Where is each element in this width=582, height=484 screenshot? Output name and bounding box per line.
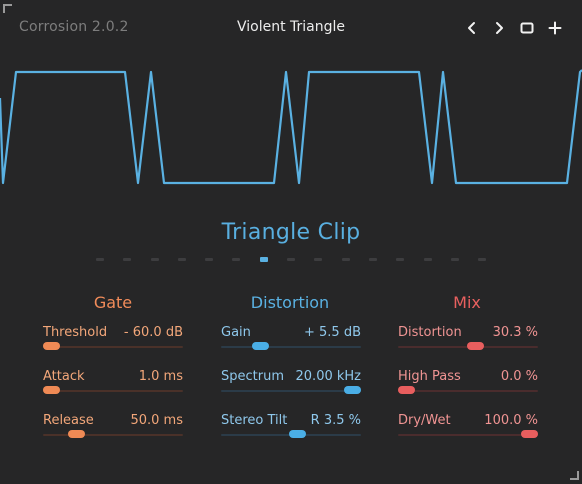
slider-track[interactable]: [398, 390, 538, 392]
param-label: Threshold: [43, 325, 108, 340]
slider-track[interactable]: [221, 346, 361, 348]
page-dot[interactable]: [369, 258, 377, 261]
gate-release-slider[interactable]: Release 50.0 ms: [43, 413, 183, 453]
waveform-line: [0, 69, 582, 185]
slider-track[interactable]: [43, 434, 183, 436]
square-icon: [520, 22, 534, 34]
distortion-section-title: Distortion: [250, 293, 330, 312]
window-button[interactable]: [516, 16, 538, 40]
param-label: Dry/Wet: [398, 413, 451, 428]
slider-thumb[interactable]: [344, 386, 361, 394]
page-dot[interactable]: [424, 258, 432, 261]
param-value: R 3.5 %: [310, 413, 361, 428]
waveform-scope: [0, 69, 582, 185]
chevron-right-icon: [496, 22, 503, 34]
app-version: Corrosion 2.0.2: [19, 19, 129, 35]
param-value: 0.0 %: [500, 369, 538, 384]
page-dot[interactable]: [342, 258, 350, 261]
distortion-spectrum-slider[interactable]: Spectrum 20.00 kHz: [221, 369, 361, 409]
param-label: Distortion: [398, 325, 462, 340]
slider-thumb[interactable]: [43, 386, 60, 394]
page-dot[interactable]: [451, 258, 459, 261]
page-dot[interactable]: [478, 258, 486, 261]
slider-track[interactable]: [43, 390, 183, 392]
distortion-stereo-tilt-slider[interactable]: Stereo Tilt R 3.5 %: [221, 413, 361, 453]
add-preset-button[interactable]: [544, 16, 566, 40]
param-label: Release: [43, 413, 94, 428]
slider-track[interactable]: [43, 346, 183, 348]
param-label: High Pass: [398, 369, 461, 384]
slider-thumb[interactable]: [289, 430, 306, 438]
mix-section-title: Mix: [453, 293, 481, 312]
distortion-gain-slider[interactable]: Gain + 5.5 dB: [221, 325, 361, 365]
slider-track[interactable]: [221, 390, 361, 392]
param-value: 1.0 ms: [138, 369, 183, 384]
param-label: Gain: [221, 325, 251, 340]
slider-thumb[interactable]: [68, 430, 85, 438]
page-dot[interactable]: [96, 258, 104, 261]
gate-attack-slider[interactable]: Attack 1.0 ms: [43, 369, 183, 409]
param-label: Stereo Tilt: [221, 413, 288, 428]
slider-track[interactable]: [398, 434, 538, 436]
param-value: 50.0 ms: [130, 413, 183, 428]
mode-page-indicator: [0, 256, 582, 264]
slider-thumb[interactable]: [521, 430, 538, 438]
prev-preset-button[interactable]: [461, 16, 483, 40]
page-dot-active[interactable]: [260, 257, 268, 262]
slider-thumb[interactable]: [43, 342, 60, 350]
preset-name[interactable]: Violent Triangle: [236, 19, 346, 35]
page-dot[interactable]: [232, 258, 240, 261]
mix-distortion-slider[interactable]: Distortion 30.3 %: [398, 325, 538, 365]
param-value: 100.0 %: [484, 413, 538, 428]
slider-thumb[interactable]: [467, 342, 484, 350]
param-label: Attack: [43, 369, 85, 384]
gate-threshold-slider[interactable]: Threshold - 60.0 dB: [43, 325, 183, 365]
resize-corner-top-left-icon: [3, 4, 12, 13]
param-value: 30.3 %: [492, 325, 538, 340]
page-dot[interactable]: [123, 258, 131, 261]
next-preset-button[interactable]: [488, 16, 510, 40]
slider-thumb[interactable]: [398, 386, 415, 394]
resize-handle-icon[interactable]: [570, 471, 579, 480]
header-bar: Corrosion 2.0.2 Violent Triangle: [0, 0, 582, 58]
page-dot[interactable]: [287, 258, 295, 261]
gate-section-title: Gate: [93, 293, 133, 312]
param-value: 20.00 kHz: [295, 369, 361, 384]
page-dot[interactable]: [178, 258, 186, 261]
param-value: + 5.5 dB: [303, 325, 361, 340]
mix-high-pass-slider[interactable]: High Pass 0.0 %: [398, 369, 538, 409]
param-value: - 60.0 dB: [123, 325, 183, 340]
page-dot[interactable]: [314, 258, 322, 261]
plus-icon: [548, 21, 562, 35]
param-label: Spectrum: [221, 369, 284, 384]
distortion-mode-title[interactable]: Triangle Clip: [221, 220, 361, 245]
chevron-left-icon: [468, 22, 475, 34]
page-dot[interactable]: [396, 258, 404, 261]
page-dot[interactable]: [151, 258, 159, 261]
mix-dry-wet-slider[interactable]: Dry/Wet 100.0 %: [398, 413, 538, 453]
page-dot[interactable]: [205, 258, 213, 261]
slider-thumb[interactable]: [252, 342, 269, 350]
